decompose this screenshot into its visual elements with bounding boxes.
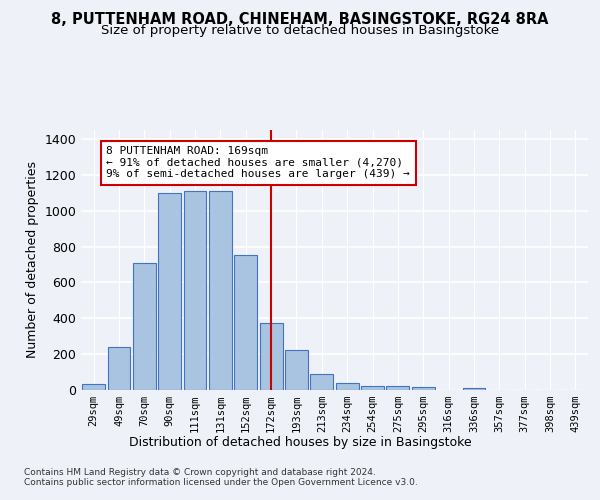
- Text: Distribution of detached houses by size in Basingstoke: Distribution of detached houses by size …: [128, 436, 472, 449]
- Bar: [463, 388, 485, 390]
- Bar: [260, 323, 283, 390]
- Bar: [82, 384, 105, 390]
- Bar: [107, 347, 130, 390]
- Bar: [235, 254, 257, 390]
- Y-axis label: Number of detached properties: Number of detached properties: [26, 162, 39, 358]
- Bar: [209, 191, 232, 390]
- Text: Contains HM Land Registry data © Crown copyright and database right 2024.
Contai: Contains HM Land Registry data © Crown c…: [24, 468, 418, 487]
- Bar: [184, 191, 206, 390]
- Bar: [336, 383, 359, 390]
- Text: Size of property relative to detached houses in Basingstoke: Size of property relative to detached ho…: [101, 24, 499, 37]
- Bar: [285, 350, 308, 390]
- Bar: [133, 262, 156, 390]
- Bar: [158, 193, 181, 390]
- Bar: [310, 374, 333, 390]
- Bar: [361, 386, 384, 390]
- Text: 8 PUTTENHAM ROAD: 169sqm
← 91% of detached houses are smaller (4,270)
9% of semi: 8 PUTTENHAM ROAD: 169sqm ← 91% of detach…: [106, 146, 410, 180]
- Text: 8, PUTTENHAM ROAD, CHINEHAM, BASINGSTOKE, RG24 8RA: 8, PUTTENHAM ROAD, CHINEHAM, BASINGSTOKE…: [51, 12, 549, 28]
- Bar: [386, 386, 409, 390]
- Bar: [412, 388, 434, 390]
